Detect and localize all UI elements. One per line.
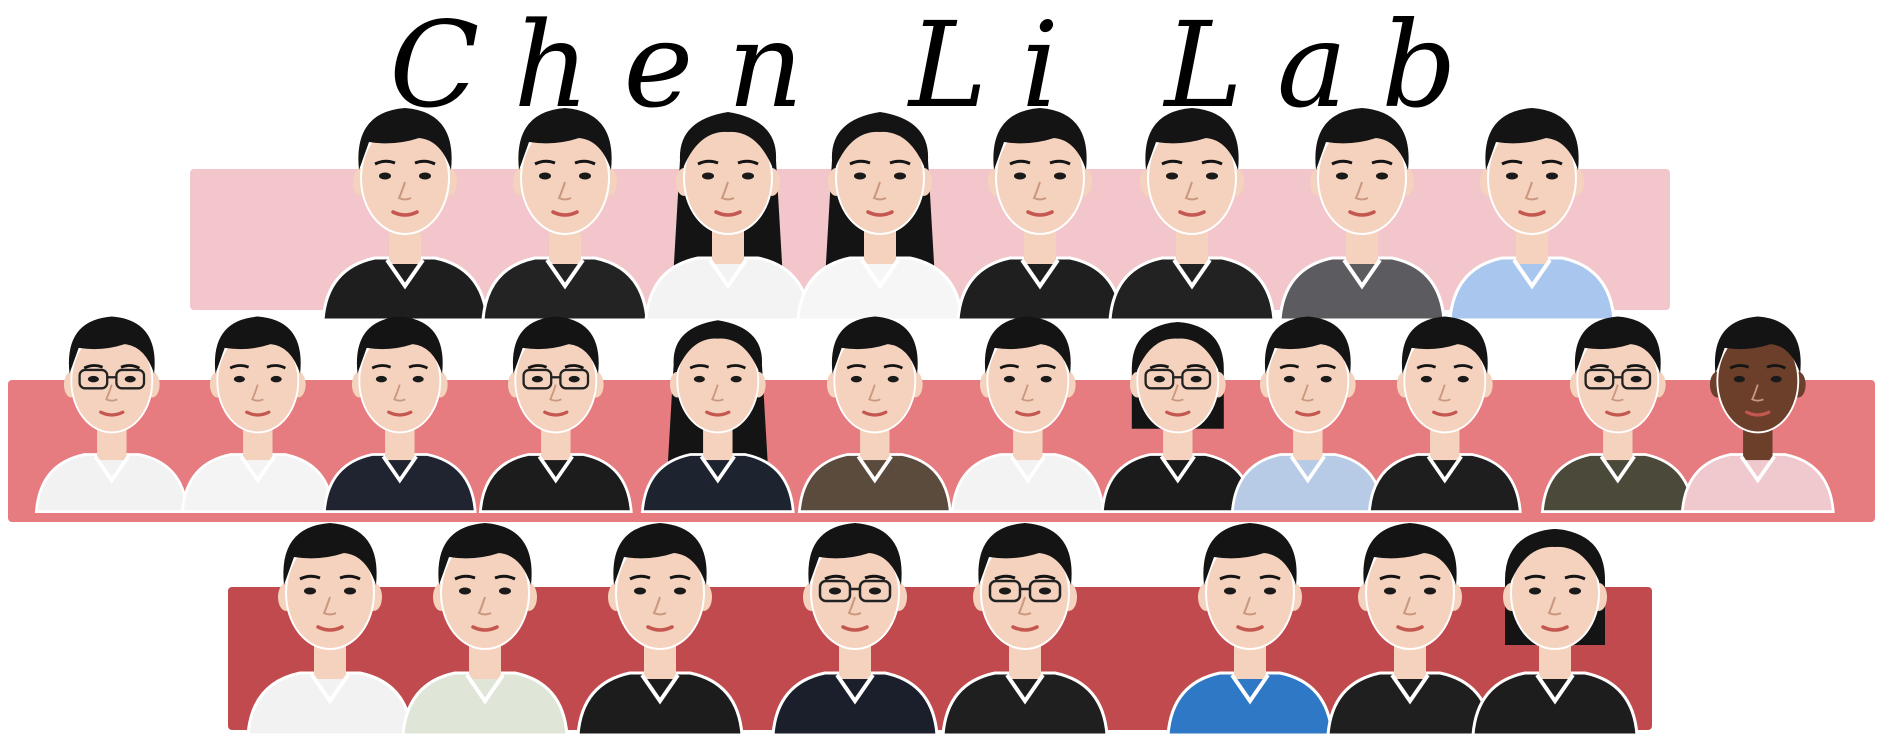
middle-portrait-row bbox=[0, 300, 1880, 530]
portrait-man-icon bbox=[323, 316, 477, 513]
portrait-man-icon bbox=[956, 108, 1124, 322]
portrait-man-icon bbox=[1166, 523, 1334, 735]
portrait-man-icon bbox=[1108, 108, 1276, 322]
portrait-man-icon bbox=[941, 523, 1109, 735]
portrait-man-icon bbox=[1368, 316, 1522, 513]
portrait-woman-icon bbox=[641, 320, 795, 513]
portrait-man-icon bbox=[1681, 316, 1835, 513]
portrait-man-icon bbox=[401, 523, 569, 735]
portrait-man-icon bbox=[798, 316, 952, 513]
portrait-man-icon bbox=[771, 523, 939, 735]
portrait-man-icon bbox=[181, 316, 335, 513]
top-portrait-row bbox=[0, 90, 1880, 322]
portrait-man-icon bbox=[576, 523, 744, 735]
portrait-man-icon bbox=[1541, 316, 1695, 513]
portrait-man-icon bbox=[35, 316, 189, 513]
portrait-man-icon bbox=[481, 108, 649, 322]
portrait-man-icon bbox=[1448, 108, 1616, 322]
portrait-woman-icon bbox=[644, 112, 812, 322]
bottom-portrait-row bbox=[0, 505, 1880, 735]
portrait-woman-icon bbox=[1471, 529, 1639, 735]
portrait-man-icon bbox=[1326, 523, 1494, 735]
portrait-man-icon bbox=[479, 316, 633, 513]
portrait-woman-icon bbox=[1101, 322, 1255, 513]
portrait-man-icon bbox=[1278, 108, 1446, 322]
portrait-man-icon bbox=[321, 108, 489, 322]
portrait-man-icon bbox=[246, 523, 414, 735]
portrait-man-icon bbox=[951, 316, 1105, 513]
portrait-woman-icon bbox=[796, 112, 964, 322]
